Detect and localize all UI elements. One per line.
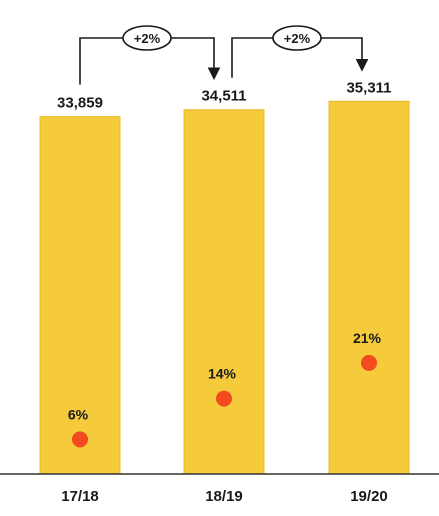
percent-marker xyxy=(216,390,232,407)
x-tick-label: 18/19 xyxy=(205,488,243,505)
percent-marker xyxy=(361,354,377,371)
change-oval xyxy=(272,25,322,51)
value-labels: 33,859 34,511 35,311 xyxy=(57,79,391,111)
percent-label: 21% xyxy=(353,330,382,346)
change-label: +2% xyxy=(134,31,161,46)
value-label: 35,311 xyxy=(346,79,391,96)
change-label: +2% xyxy=(284,31,311,46)
bars xyxy=(39,100,410,475)
bar-19-20 xyxy=(328,100,410,475)
change-annotations: +2% +2% xyxy=(79,25,369,85)
bar-17-18 xyxy=(39,116,121,475)
percent-label: 14% xyxy=(208,366,237,382)
value-label: 33,859 xyxy=(57,95,103,112)
bar-18-19 xyxy=(183,109,265,475)
percent-label: 6% xyxy=(68,406,89,422)
change-oval xyxy=(122,25,172,51)
x-tick-label: 17/18 xyxy=(61,488,99,505)
percent-markers: 6% 14% 21% xyxy=(68,330,382,448)
x-tick-label: 19/20 xyxy=(350,488,388,505)
percent-marker xyxy=(72,431,88,448)
x-axis: 17/18 18/19 19/20 xyxy=(0,473,439,505)
value-label: 34,511 xyxy=(201,88,246,105)
